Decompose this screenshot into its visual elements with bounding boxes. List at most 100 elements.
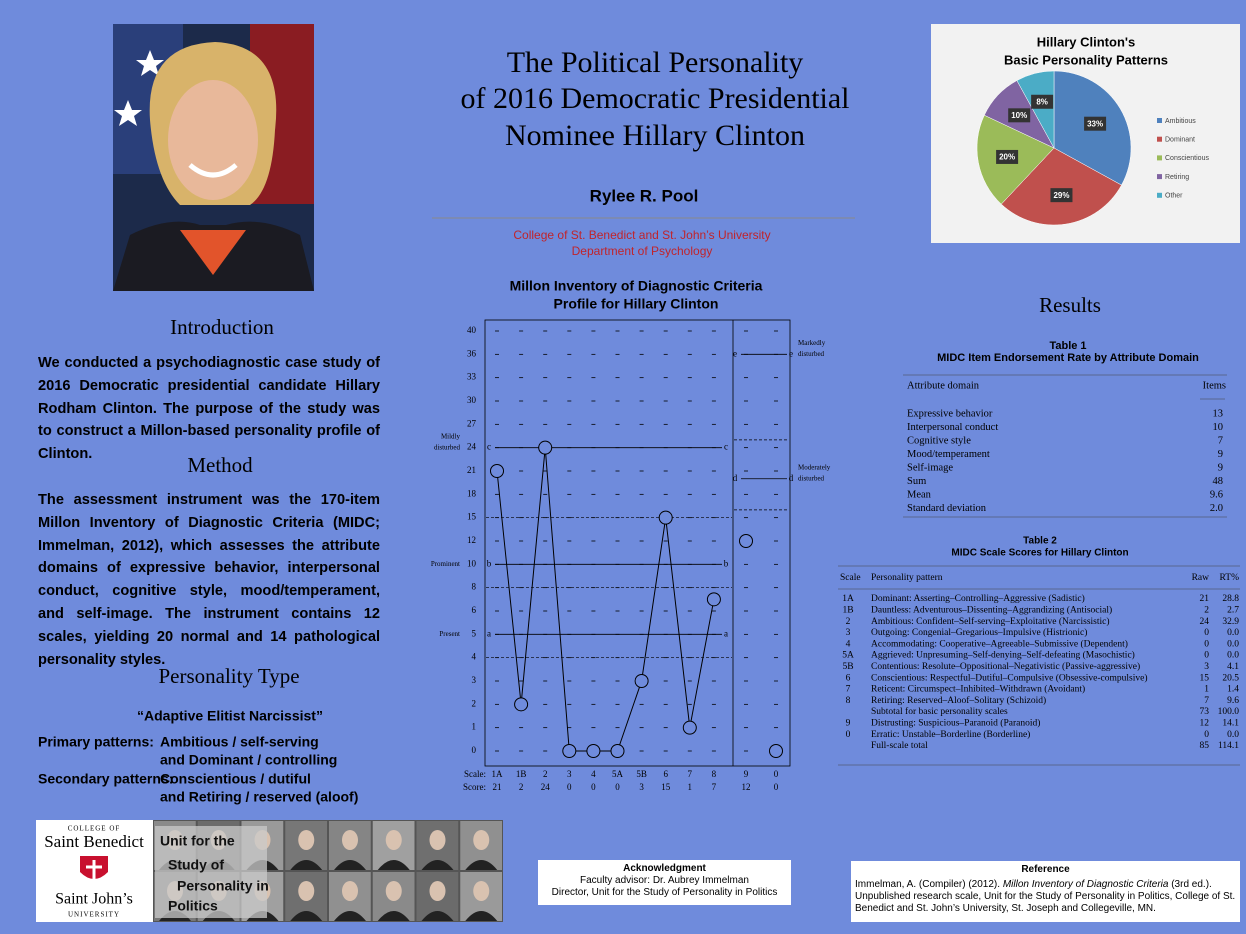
y-tick-label: 12 [467,535,476,545]
table-cell: Dauntless: Adventurous–Dissenting–Aggran… [871,604,1112,615]
table-cell: 7 [1218,435,1223,446]
legend-swatch [1157,155,1162,160]
y-tick-label: 36 [467,348,477,358]
data-label: 10% [1011,111,1027,120]
table-header: Personality pattern [871,573,943,583]
table-caption: MIDC Scale Scores for Hillary Clinton [951,548,1128,559]
table-cell: Contentious: Resolute–Oppositional–Negat… [871,661,1140,672]
table-cell: Reticent: Circumspect–Inhibited–Withdraw… [871,684,1085,695]
poster: The Political Personality of 2016 Democr… [0,0,1246,934]
profile-line [497,448,714,751]
table-cell: Outgoing: Congenial–Gregarious–Impulsive… [871,627,1087,638]
reference-letter: b [724,558,729,568]
y-tick-label: 40 [467,325,477,335]
table-caption: Table 1 [1049,340,1086,352]
poster-canvas: The Political Personality of 2016 Democr… [0,0,1246,934]
table-cell: 4.1 [1227,662,1239,672]
score-marker [659,511,672,524]
table-cell: Sum [907,476,926,487]
table-cell: Cognitive style [907,435,971,446]
score-label: 15 [661,782,671,792]
x-tick-label: 1A [492,769,504,779]
table-cell: 20.5 [1222,673,1239,683]
table-cell: 9.6 [1227,696,1239,706]
pie-title: Basic Personality Patterns [1004,52,1168,67]
table-cell: 7 [1204,696,1209,706]
method-text: The assessment instrument was the 170-it… [38,489,380,671]
reference-letter: a [487,628,491,638]
table-cell: Subtotal for basic personality scales [871,706,1008,717]
box-heading: Reference [855,864,1236,876]
box-heading: Acknowledgment [538,863,791,875]
pattern-line: and Retiring / reserved (aloof) [160,789,358,805]
logo-text: UNIVERSITY [68,911,120,919]
y-tick-label: 5 [472,628,477,638]
reference-letter: e [789,348,793,358]
reference-text: Immelman, A. (Compiler) (2012). Millon I… [855,879,1236,915]
x-tick-label: 7 [688,769,693,779]
x-tick-label: 3 [567,769,572,779]
table-cell: 6 [846,673,851,683]
table-cell: 73 [1200,707,1210,717]
box-line: Faculty advisor: Dr. Aubrey Immelman [538,875,791,887]
table-cell: 24 [1200,617,1210,627]
y-tick-label: 8 [472,582,477,592]
pattern-line: Conscientious / dutiful [160,771,311,787]
table-header: Attribute domain [907,380,980,391]
legend-swatch [1157,118,1162,123]
table-cell: Full-scale total [871,741,928,751]
table-cell: 3 [1204,662,1209,672]
score-label: 12 [742,782,751,792]
table-cell: Ambitious: Confident–Self-serving–Exploi… [871,616,1110,627]
score-marker [611,745,624,758]
table-cell: 2 [1204,605,1209,615]
table-cell: Expressive behavior [907,408,993,419]
legend-label: Ambitious [1165,118,1196,125]
table-cell: Conscientious: Respectful–Dutiful–Compul… [871,672,1148,683]
pie-title: Hillary Clinton's [1037,34,1135,49]
portrait-photo [113,24,314,291]
table-cell: 3 [846,628,851,638]
table-cell: 0.0 [1227,651,1239,661]
zone-note: disturbed [798,350,825,358]
x-tick-label: 2 [543,769,548,779]
reference-letter: d [733,473,738,483]
table-cell: 5B [842,662,853,672]
x-tick-label: 6 [663,769,668,779]
table-cell: 2 [846,617,851,627]
y-tick-label: 1 [472,722,477,732]
table-cell: 0 [1204,730,1209,740]
data-label: 8% [1036,97,1048,106]
legend-label: Conscientious [1165,155,1209,162]
reference-letter: e [733,348,737,358]
score-label: 0 [591,782,596,792]
affiliation: Department of Psychology [572,244,713,258]
y-tick-label: 18 [467,488,477,498]
unit-text: Study of [168,857,224,873]
collage-face [298,830,314,850]
score-label: 0 [615,782,620,792]
table-cell: 1B [842,605,853,615]
reference-part: Immelman, A. (Compiler) (2012). [855,879,1003,890]
x-tick-label: 5A [612,769,624,779]
legend-label: Other [1165,193,1183,200]
legend-swatch [1157,174,1162,179]
legend-label: Retiring [1165,174,1189,181]
table-cell: Mean [907,489,932,500]
score-marker [770,745,783,758]
logo-text: Saint Benedict [44,832,144,851]
table-header: Raw [1192,573,1210,583]
table-cell: 0 [1204,651,1209,661]
table-cell: 114.1 [1218,741,1239,751]
table-cell: Accommodating: Cooperative–Agreeable–Sub… [871,638,1128,649]
row-label: Scale: [464,769,486,779]
table-cell: Dominant: Asserting–Controlling–Aggressi… [871,593,1085,604]
reference-letter: c [724,442,728,452]
table-cell: 5A [842,651,854,661]
table-cell: 0.0 [1227,639,1239,649]
y-tick-label: 3 [472,675,477,685]
table-cell: 4 [846,639,851,649]
pattern-line: and Dominant / controlling [160,752,337,768]
y-tick-label: 33 [467,372,477,382]
table-cell: 12 [1200,718,1210,728]
